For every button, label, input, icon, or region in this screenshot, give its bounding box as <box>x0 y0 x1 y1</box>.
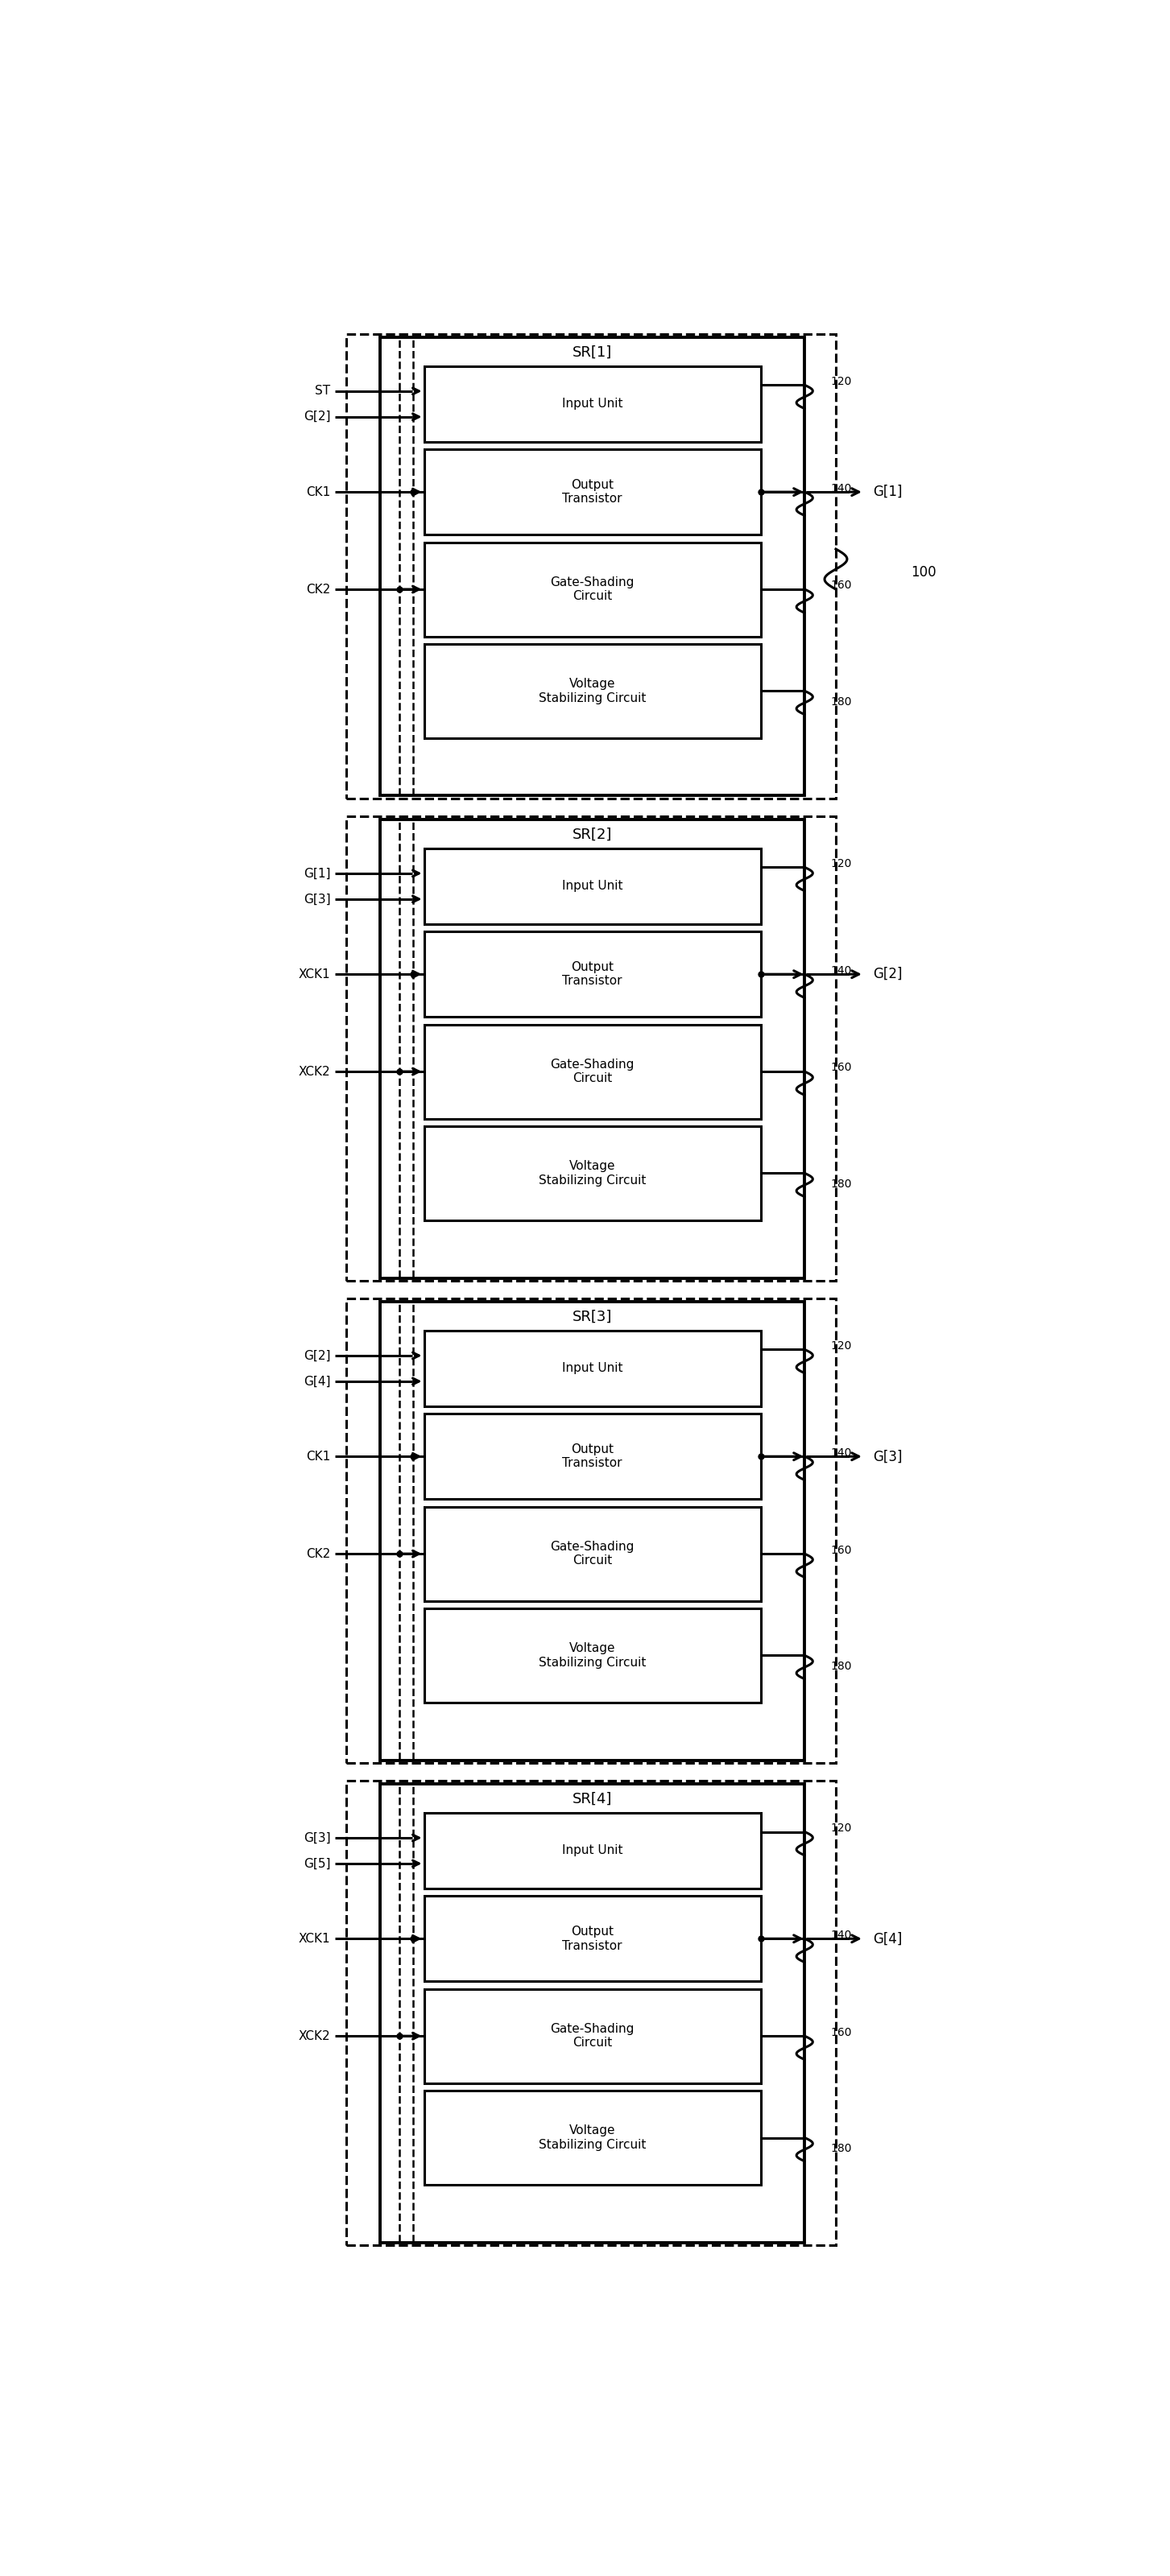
Text: Output
Transistor: Output Transistor <box>563 961 622 987</box>
Text: 180: 180 <box>831 696 852 708</box>
Bar <box>424 2092 760 2184</box>
Bar <box>424 448 760 536</box>
Text: CK2: CK2 <box>307 582 330 595</box>
Text: XCK1: XCK1 <box>298 969 330 981</box>
Text: 160: 160 <box>831 1061 852 1074</box>
Bar <box>346 1298 835 1765</box>
Text: 120: 120 <box>831 376 852 386</box>
Text: Input Unit: Input Unit <box>562 397 622 410</box>
Text: Gate-Shading
Circuit: Gate-Shading Circuit <box>550 1540 634 1566</box>
Bar <box>424 933 760 1018</box>
Bar <box>424 541 760 636</box>
Text: 120: 120 <box>831 858 852 868</box>
Text: Voltage
Stabilizing Circuit: Voltage Stabilizing Circuit <box>538 1159 646 1185</box>
Bar <box>424 1896 760 1981</box>
Text: XCK2: XCK2 <box>298 2030 330 2043</box>
Bar <box>424 848 760 925</box>
Bar <box>424 1814 760 1888</box>
Text: G[2]: G[2] <box>873 966 903 981</box>
Text: G[4]: G[4] <box>303 1376 330 1388</box>
Text: G[1]: G[1] <box>303 868 330 878</box>
Text: 160: 160 <box>831 1546 852 1556</box>
Text: ST: ST <box>315 384 330 397</box>
Text: CK1: CK1 <box>307 487 330 497</box>
Text: Gate-Shading
Circuit: Gate-Shading Circuit <box>550 1059 634 1084</box>
Text: Output
Transistor: Output Transistor <box>563 479 622 505</box>
Text: XCK1: XCK1 <box>298 1932 330 1945</box>
Text: G[2]: G[2] <box>303 410 330 422</box>
Text: XCK2: XCK2 <box>298 1066 330 1077</box>
Text: 140: 140 <box>831 1448 852 1458</box>
Bar <box>380 819 805 1278</box>
Text: Output
Transistor: Output Transistor <box>563 1927 622 1953</box>
Text: 100: 100 <box>910 564 936 580</box>
Text: Voltage
Stabilizing Circuit: Voltage Stabilizing Circuit <box>538 2125 646 2151</box>
Text: 180: 180 <box>831 1662 852 1672</box>
Bar <box>424 1989 760 2084</box>
Text: 160: 160 <box>831 2027 852 2038</box>
Text: Voltage
Stabilizing Circuit: Voltage Stabilizing Circuit <box>538 1643 646 1669</box>
Bar <box>380 1783 805 2244</box>
Bar <box>424 644 760 739</box>
Text: 120: 120 <box>831 1821 852 1834</box>
Text: 160: 160 <box>831 580 852 592</box>
Bar <box>346 1780 835 2246</box>
Text: Voltage
Stabilizing Circuit: Voltage Stabilizing Circuit <box>538 677 646 703</box>
Text: Gate-Shading
Circuit: Gate-Shading Circuit <box>550 577 634 603</box>
Bar <box>424 1507 760 1600</box>
Text: G[2]: G[2] <box>303 1350 330 1363</box>
Text: G[4]: G[4] <box>873 1932 902 1945</box>
Text: 180: 180 <box>831 2143 852 2154</box>
Text: G[3]: G[3] <box>303 894 330 904</box>
Text: 140: 140 <box>831 1929 852 1940</box>
Text: 120: 120 <box>831 1340 852 1352</box>
Bar <box>424 1332 760 1406</box>
Text: CK2: CK2 <box>307 1548 330 1561</box>
Text: CK1: CK1 <box>307 1450 330 1463</box>
Text: 140: 140 <box>831 482 852 495</box>
Text: Gate-Shading
Circuit: Gate-Shading Circuit <box>550 2022 634 2048</box>
Text: Output
Transistor: Output Transistor <box>563 1443 622 1468</box>
Bar <box>346 335 835 799</box>
Text: 140: 140 <box>831 966 852 976</box>
Text: 180: 180 <box>831 1180 852 1190</box>
Text: G[3]: G[3] <box>873 1450 903 1463</box>
Text: SR[3]: SR[3] <box>572 1309 612 1324</box>
Text: Input Unit: Input Unit <box>562 881 622 891</box>
Bar <box>424 1025 760 1118</box>
Bar <box>424 366 760 440</box>
Bar <box>380 1301 805 1759</box>
Text: G[1]: G[1] <box>873 484 903 500</box>
Text: G[3]: G[3] <box>303 1832 330 1844</box>
Text: SR[1]: SR[1] <box>572 345 612 361</box>
Bar <box>424 1126 760 1221</box>
Bar <box>424 1414 760 1499</box>
Text: Input Unit: Input Unit <box>562 1363 622 1376</box>
Bar <box>424 1607 760 1703</box>
Text: G[5]: G[5] <box>303 1857 330 1870</box>
Bar <box>380 337 805 796</box>
Bar <box>346 817 835 1280</box>
Text: Input Unit: Input Unit <box>562 1844 622 1857</box>
Text: SR[4]: SR[4] <box>572 1793 612 1806</box>
Text: SR[2]: SR[2] <box>572 827 612 842</box>
